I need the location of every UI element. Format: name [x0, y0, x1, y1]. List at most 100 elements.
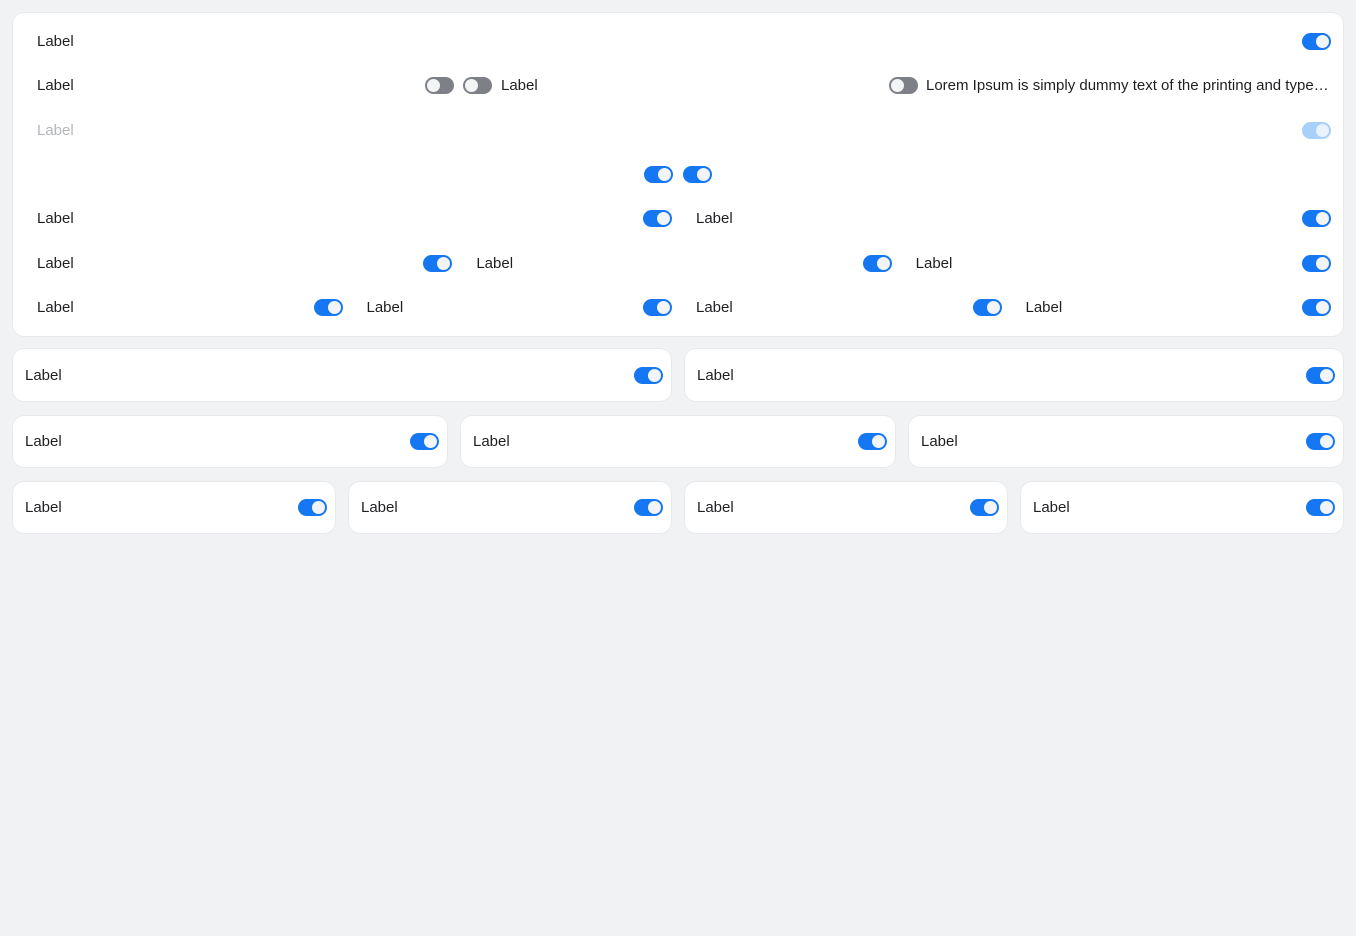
switch-card: Label — [1020, 481, 1344, 534]
switch-knob — [697, 167, 710, 181]
switch-label: Label — [366, 299, 404, 317]
toggle-switch[interactable] — [410, 433, 439, 450]
toggle-switch[interactable] — [644, 165, 673, 183]
switch-grid-2col: Label Label — [25, 197, 1331, 241]
switch-long-label: Lorem Ipsum is simply dummy text of the … — [926, 77, 1331, 95]
switch-knob — [986, 301, 1000, 315]
switch-label: Label — [915, 254, 953, 272]
switch-knob — [657, 301, 670, 315]
switch-knob — [465, 79, 478, 93]
toggle-switch[interactable] — [423, 254, 453, 272]
switch-row-centered — [25, 152, 1331, 196]
toggle-switch[interactable] — [970, 499, 999, 516]
switch-label: Label — [473, 433, 510, 450]
toggle-switch[interactable] — [972, 299, 1002, 317]
toggle-switch[interactable] — [1306, 499, 1335, 516]
switch-label-disabled: Label — [37, 121, 74, 139]
switch-label: Label — [501, 77, 538, 95]
switch-label: Label — [697, 366, 734, 384]
switch-knob — [1316, 212, 1329, 226]
switch-label: Label — [361, 499, 398, 516]
switch-pair-group: Label — [425, 77, 538, 95]
switch-knob — [1320, 501, 1333, 514]
switch-label: Label — [25, 499, 62, 516]
switch-label: Label — [25, 433, 62, 450]
switch-knob — [872, 435, 885, 448]
switch-cell: Label — [1014, 299, 1331, 317]
switch-card: Label — [348, 481, 672, 534]
switch-knob — [1316, 34, 1329, 48]
toggle-switch-off[interactable] — [889, 77, 918, 95]
toggle-switch[interactable] — [643, 299, 672, 317]
switch-row-basic: Label — [25, 19, 1331, 63]
toggle-switch[interactable] — [298, 499, 327, 516]
toggle-switch-disabled — [1302, 121, 1331, 139]
switch-knob — [1320, 435, 1333, 448]
switch-knob — [1316, 301, 1329, 315]
switch-knob — [648, 368, 661, 382]
switch-knob — [424, 435, 437, 448]
switch-cell: Label — [25, 210, 672, 228]
switch-label: Label — [25, 366, 62, 384]
switch-knob — [427, 79, 440, 93]
switch-knob — [1316, 256, 1329, 270]
switch-cell: Label — [25, 254, 453, 272]
toggle-switch[interactable] — [634, 366, 663, 384]
switch-knob — [312, 501, 325, 514]
toggle-switch[interactable] — [1302, 210, 1331, 228]
switch-label: Label — [37, 32, 74, 50]
toggle-switch[interactable] — [1302, 254, 1331, 272]
toggle-switch[interactable] — [1302, 32, 1331, 50]
toggle-switch[interactable] — [313, 299, 343, 317]
switch-label: Label — [1033, 499, 1070, 516]
switch-card: Label — [684, 481, 1008, 534]
toggle-switch[interactable] — [862, 254, 892, 272]
switch-card: Label — [684, 348, 1344, 402]
toggle-switch-off[interactable] — [463, 77, 492, 95]
toggle-switch[interactable] — [1302, 299, 1331, 317]
toggle-switch[interactable] — [683, 165, 712, 183]
switch-label: Label — [921, 433, 958, 450]
switch-card: Label — [908, 415, 1344, 468]
toggle-switch[interactable] — [858, 433, 887, 450]
switch-cards-row-3: Label Label Label — [12, 415, 1344, 468]
switch-knob — [658, 167, 671, 181]
switch-knob — [648, 501, 661, 514]
switch-label: Label — [37, 299, 74, 317]
switch-cards-row-2: Label Label — [12, 348, 1344, 402]
switch-label: Label — [476, 254, 514, 272]
switch-label: Label — [696, 299, 733, 317]
switch-cards-row-4: Label Label Label Label — [12, 481, 1344, 534]
toggle-switch[interactable] — [1306, 366, 1335, 384]
toggle-switch[interactable] — [634, 499, 663, 516]
switch-label: Label — [37, 77, 74, 95]
switch-knob — [437, 256, 451, 270]
toggle-switch-off[interactable] — [425, 77, 454, 95]
switch-cell: Label — [684, 210, 1331, 228]
toggle-switch[interactable] — [1306, 433, 1335, 450]
switch-knob — [876, 256, 890, 270]
switch-knob — [657, 212, 670, 226]
switch-card: Label — [460, 415, 896, 468]
switch-row-disabled: Label — [25, 108, 1331, 152]
switch-cell: Label — [355, 299, 672, 317]
switch-label: Label — [696, 210, 733, 228]
switch-cell: Label — [25, 299, 343, 317]
switch-grid-3col: Label Label Label — [25, 241, 1331, 285]
switch-knob — [327, 301, 341, 315]
switch-knob — [891, 79, 904, 93]
switch-grid-4col: Label Label Label — [25, 286, 1331, 330]
switch-card: Label — [12, 348, 672, 402]
switch-label: Label — [1025, 299, 1063, 317]
switch-knob — [984, 501, 997, 514]
switch-row-inline-group: Label Label Lorem Ipsum is simply dummy … — [25, 63, 1331, 107]
switch-cell: Label — [464, 254, 892, 272]
toggle-switch[interactable] — [643, 210, 672, 228]
switch-card: Label — [12, 481, 336, 534]
switch-showcase-panel: Label Label Label Lorem Ipsum i — [12, 12, 1344, 337]
switch-label: Label — [37, 254, 74, 272]
switch-card: Label — [12, 415, 448, 468]
switch-knob — [1320, 368, 1333, 382]
switch-cell: Label — [904, 254, 1331, 272]
